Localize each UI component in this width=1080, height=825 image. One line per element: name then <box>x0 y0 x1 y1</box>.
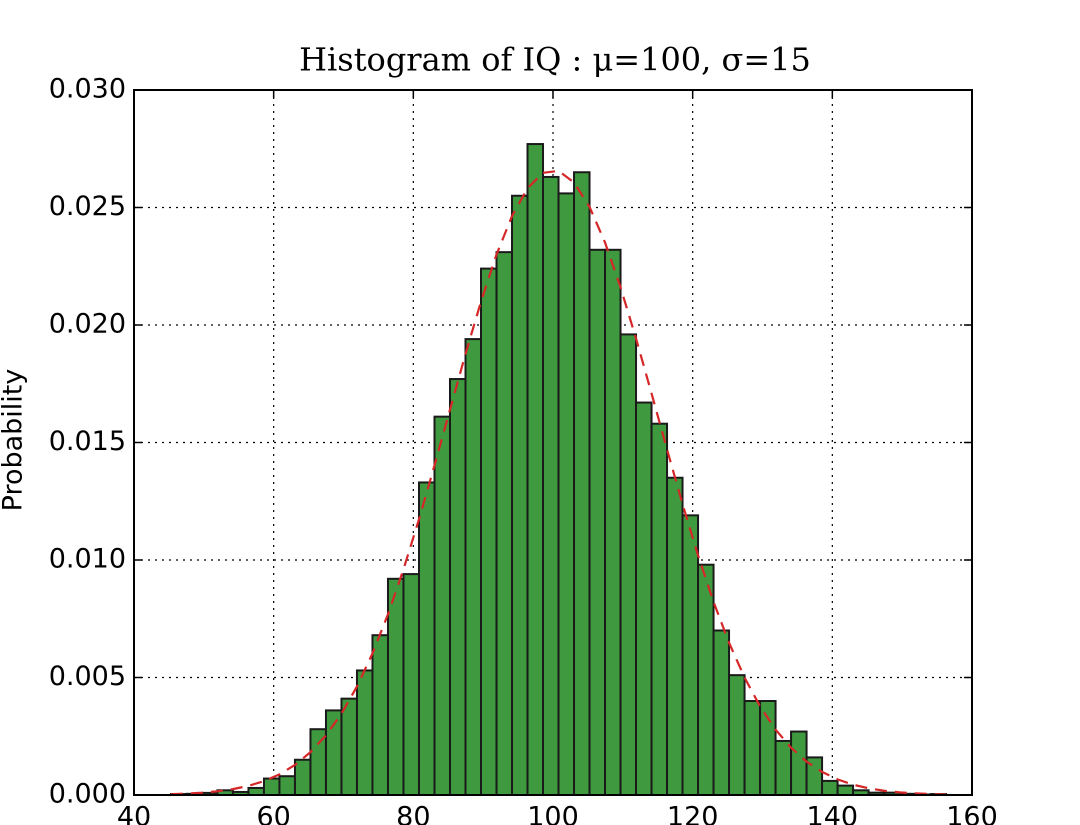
x-tick-label: 160 <box>946 802 998 825</box>
bar <box>650 422 669 796</box>
x-tick-label: 40 <box>117 802 151 825</box>
bar <box>588 248 607 797</box>
bar <box>712 629 731 796</box>
plot-frame <box>133 89 973 796</box>
bar <box>262 777 281 796</box>
x-tick-label: 80 <box>396 802 430 825</box>
bar <box>371 634 389 797</box>
bar <box>697 563 715 797</box>
y-tick-label: 0.015 <box>49 426 126 457</box>
x-tick-label: 60 <box>256 802 290 825</box>
bar <box>278 775 296 797</box>
y-tick-label: 0.025 <box>49 191 126 222</box>
y-axis-label: Probability <box>0 369 29 512</box>
bar <box>495 251 514 796</box>
bar <box>355 669 374 797</box>
bar <box>402 573 420 796</box>
bar <box>836 784 855 796</box>
bar <box>604 248 622 797</box>
bar <box>386 577 405 796</box>
bar <box>774 739 793 797</box>
bar <box>728 674 746 797</box>
bar <box>635 401 653 796</box>
bar <box>759 700 777 796</box>
y-tick-label: 0.020 <box>49 309 126 340</box>
bar <box>666 476 684 796</box>
bar <box>821 779 839 797</box>
bar <box>433 415 451 796</box>
bar <box>480 267 498 797</box>
bar <box>511 194 529 796</box>
y-tick-label: 0.000 <box>49 779 126 810</box>
bar <box>542 175 560 796</box>
y-tick-label: 0.010 <box>49 544 126 575</box>
bar <box>619 333 638 796</box>
x-tick-label: 120 <box>667 802 719 825</box>
bar <box>526 143 545 797</box>
bar <box>681 514 700 796</box>
chart-title: Histogram of IQ : μ=100, σ=15 <box>299 41 811 79</box>
bar <box>293 758 312 796</box>
y-tick-label: 0.030 <box>49 74 126 105</box>
x-tick-label: 140 <box>807 802 859 825</box>
bar <box>417 481 436 796</box>
bar <box>340 697 358 797</box>
bar <box>448 378 467 796</box>
bar <box>573 171 591 796</box>
bar <box>743 700 762 796</box>
y-tick-label: 0.005 <box>49 661 126 692</box>
bar <box>247 786 265 797</box>
x-tick-label: 100 <box>527 802 579 825</box>
bar <box>790 730 808 796</box>
bar <box>464 338 483 796</box>
bar <box>557 192 576 796</box>
